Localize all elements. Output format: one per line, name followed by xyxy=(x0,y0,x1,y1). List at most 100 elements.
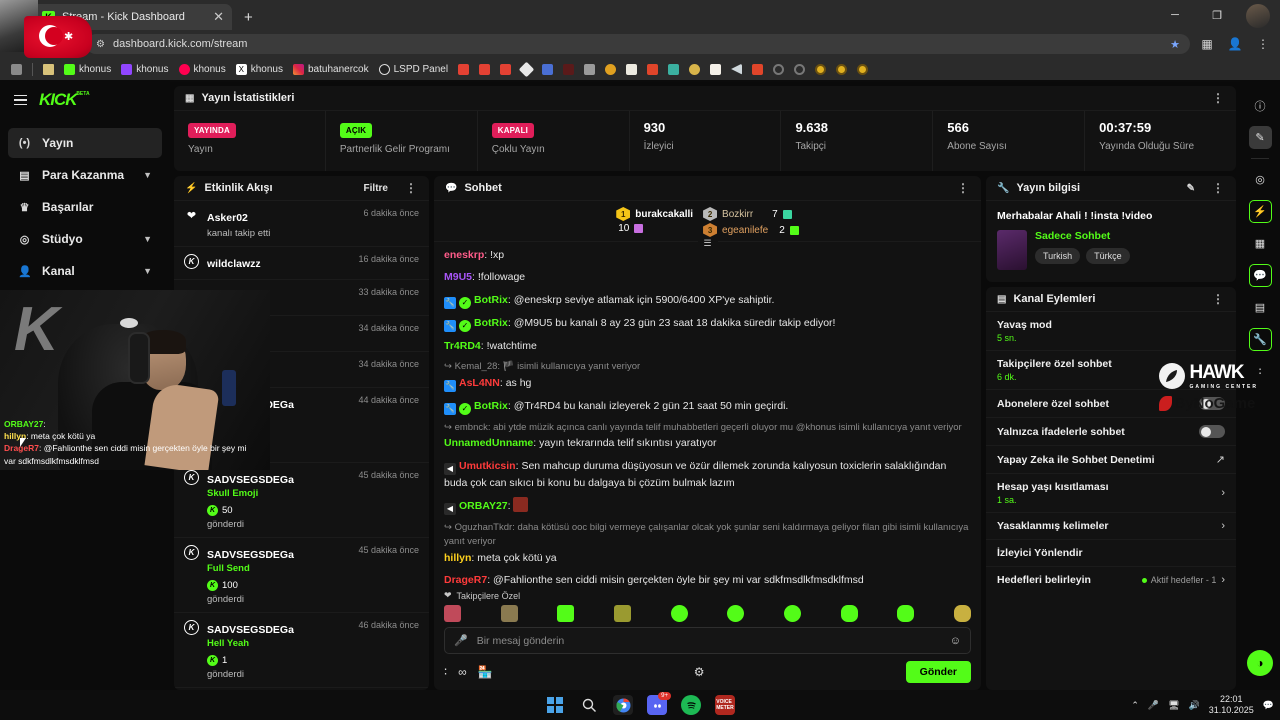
sliders-icon[interactable]: ▤ xyxy=(1254,302,1266,314)
hamburger-icon[interactable] xyxy=(14,94,27,106)
chat-username[interactable]: BotRix xyxy=(474,399,508,412)
bookmark-icon-only[interactable] xyxy=(474,63,495,76)
bookmark-star-icon[interactable]: ★ xyxy=(1170,38,1180,51)
chat-username[interactable]: BotRix xyxy=(474,293,508,306)
emotes-only-toggle[interactable] xyxy=(1199,425,1225,438)
bookmark-item[interactable]: batuhanercok xyxy=(288,63,374,76)
chat-username[interactable]: ORBAY27 xyxy=(459,499,508,512)
chat-input[interactable]: Bir mesaj gönderin xyxy=(476,634,565,647)
address-bar[interactable]: ⚙ dashboard.kick.com/stream ★ xyxy=(86,34,1190,54)
action-account-age[interactable]: Hesap yaşı kısıtlaması 1 sa. › xyxy=(986,474,1236,513)
sidebar-item-basarilar[interactable]: ♛ Başarılar xyxy=(8,192,162,222)
emote-item[interactable] xyxy=(613,605,631,622)
action-goals[interactable]: Hedefleri belirleyin Aktif hedefler - 1 … xyxy=(986,567,1236,593)
new-tab-button[interactable]: + xyxy=(244,9,253,26)
chat-username[interactable]: AsL4NN xyxy=(459,376,500,389)
chrome-icon[interactable] xyxy=(613,695,633,715)
avatar[interactable] xyxy=(1246,4,1270,28)
store-icon[interactable]: 🏪 xyxy=(477,665,493,679)
emote-item[interactable] xyxy=(557,605,575,622)
bookmark-item[interactable]: khonus xyxy=(116,63,173,76)
sidebar-item-para-kazanma[interactable]: ▤ Para Kazanma ▼ xyxy=(8,160,162,190)
action-slow-mode[interactable]: Yavaş mod 5 sn. xyxy=(986,312,1236,351)
list-item[interactable]: 34 dakika önce xyxy=(174,352,429,388)
notification-icon[interactable]: 💬 xyxy=(1262,699,1274,710)
tag-item[interactable]: Türkçe xyxy=(1086,248,1130,264)
bookmark-item[interactable]: khonus xyxy=(174,63,231,76)
leaderboard-first[interactable]: 1 burakcakalli 10 xyxy=(616,207,693,237)
bookmark-icon-only[interactable] xyxy=(558,63,579,76)
action-subs-only[interactable]: Abonelere özel sohbet xyxy=(986,390,1236,418)
clock[interactable]: 22:01 31.10.2025 xyxy=(1209,694,1254,716)
sidebar-item-kanal[interactable]: 👤 Kanal ▼ xyxy=(8,256,162,286)
close-tab-icon[interactable]: ✕ xyxy=(213,9,224,24)
action-ai-moderation[interactable]: Yapay Zeka ile Sohbet Denetimi ↗ xyxy=(986,446,1236,474)
infinity-icon[interactable]: ∞ xyxy=(458,665,467,679)
leaderboard-rest[interactable]: 2 Bozkirr 7 3 egeanilefe 2 xyxy=(703,207,799,237)
stream-info-menu-icon[interactable]: ⋮ xyxy=(1212,181,1225,195)
category-name[interactable]: Sadece Sohbet xyxy=(1035,230,1111,242)
start-button[interactable] xyxy=(545,695,565,715)
action-emotes-only[interactable]: Yalnızca ifadelerle sohbet xyxy=(986,418,1236,446)
chat-username[interactable]: Umutkicsin xyxy=(459,459,516,472)
chat-username[interactable]: DrageR7 xyxy=(444,574,488,587)
chat-message-list[interactable]: eneskrp: !xp M9U5: !followage 🔧 ✓ BotRix: … xyxy=(434,242,981,587)
bookmark-icon-only[interactable] xyxy=(621,63,642,76)
mic-icon[interactable]: 🎤 xyxy=(454,635,468,647)
bookmark-icon-only[interactable] xyxy=(747,63,768,76)
emote-item[interactable] xyxy=(670,605,688,622)
action-raid[interactable]: İzleyici Yönlendir xyxy=(986,540,1236,567)
activity-menu-icon[interactable]: ⋮ xyxy=(405,181,418,195)
emoji-icon[interactable]: ☺ xyxy=(949,634,961,647)
chevron-right-icon[interactable]: › xyxy=(1221,574,1225,586)
emote-item[interactable] xyxy=(897,605,915,622)
pencil-icon[interactable]: ✎ xyxy=(1186,182,1195,194)
pencil-icon[interactable]: ✎ xyxy=(1248,126,1272,149)
bookmark-icon-only[interactable] xyxy=(852,63,873,76)
gear-icon[interactable]: ⚙ xyxy=(693,665,705,679)
list-item[interactable]: K SADVSEGSDEGa Full Send K 100 gönderdi 4… xyxy=(174,538,429,613)
bookmark-icon-only[interactable] xyxy=(495,63,516,76)
bookmark-folder[interactable] xyxy=(38,63,59,76)
emote-item[interactable] xyxy=(840,605,858,622)
bookmark-icon-only[interactable] xyxy=(642,63,663,76)
chat-icon[interactable]: 💬 xyxy=(1248,264,1272,287)
wrench-icon[interactable]: 🔧 xyxy=(1248,328,1272,351)
bookmark-icon-only[interactable] xyxy=(705,63,726,76)
chat-username[interactable]: UnnamedUnname xyxy=(444,437,534,450)
bookmark-icon-only[interactable] xyxy=(768,63,789,76)
activity-list[interactable]: ❤ Asker02 kanalı takip etti 6 dakika önc… xyxy=(174,201,429,690)
bookmark-item[interactable]: LSPD Panel xyxy=(374,63,453,76)
filter-button[interactable]: Filtre xyxy=(363,182,388,194)
bookmark-icon-only[interactable] xyxy=(663,63,684,76)
volume-icon[interactable]: 🔊 xyxy=(1188,699,1200,710)
bookmark-icon-only[interactable] xyxy=(600,63,621,76)
bookmark-icon-only[interactable] xyxy=(684,63,705,76)
collapse-leaderboard-icon[interactable]: ☰ xyxy=(697,238,718,247)
bookmark-icon-only[interactable] xyxy=(453,63,474,76)
camera-icon[interactable]: ◎ xyxy=(1255,174,1265,186)
mic-icon[interactable]: 🎤 xyxy=(1147,699,1160,710)
external-link-icon[interactable]: ↗ xyxy=(1215,454,1225,466)
chevron-right-icon[interactable]: › xyxy=(1221,520,1225,532)
apps-shortcut[interactable] xyxy=(6,63,27,76)
share-icon[interactable]: ∶ xyxy=(1258,366,1262,378)
chrome-menu-icon[interactable]: ⋮ xyxy=(1257,37,1269,51)
spotify-icon[interactable] xyxy=(681,695,701,715)
bookmark-icon-only[interactable] xyxy=(810,63,831,76)
send-button[interactable]: Gönder xyxy=(905,661,971,683)
vscode-icon[interactable]: VOICE METER xyxy=(715,695,735,715)
chat-username[interactable]: M9U5 xyxy=(444,271,473,284)
search-icon[interactable] xyxy=(579,695,599,715)
chat-username[interactable]: BotRix xyxy=(474,316,508,329)
emote-item[interactable] xyxy=(727,605,745,622)
chat-username[interactable]: hillyn xyxy=(444,552,472,565)
info-icon[interactable]: ⓘ xyxy=(1254,100,1266,113)
extensions-icon[interactable]: ▦ xyxy=(1201,37,1213,51)
bookmark-icon-only[interactable] xyxy=(726,63,747,76)
chat-username[interactable]: Tr4RD4 xyxy=(444,339,481,352)
stats-panel-menu-icon[interactable]: ⋮ xyxy=(1212,91,1225,105)
chat-menu-icon[interactable]: ⋮ xyxy=(957,181,970,195)
note-icon[interactable]: ▦ xyxy=(1254,238,1266,250)
